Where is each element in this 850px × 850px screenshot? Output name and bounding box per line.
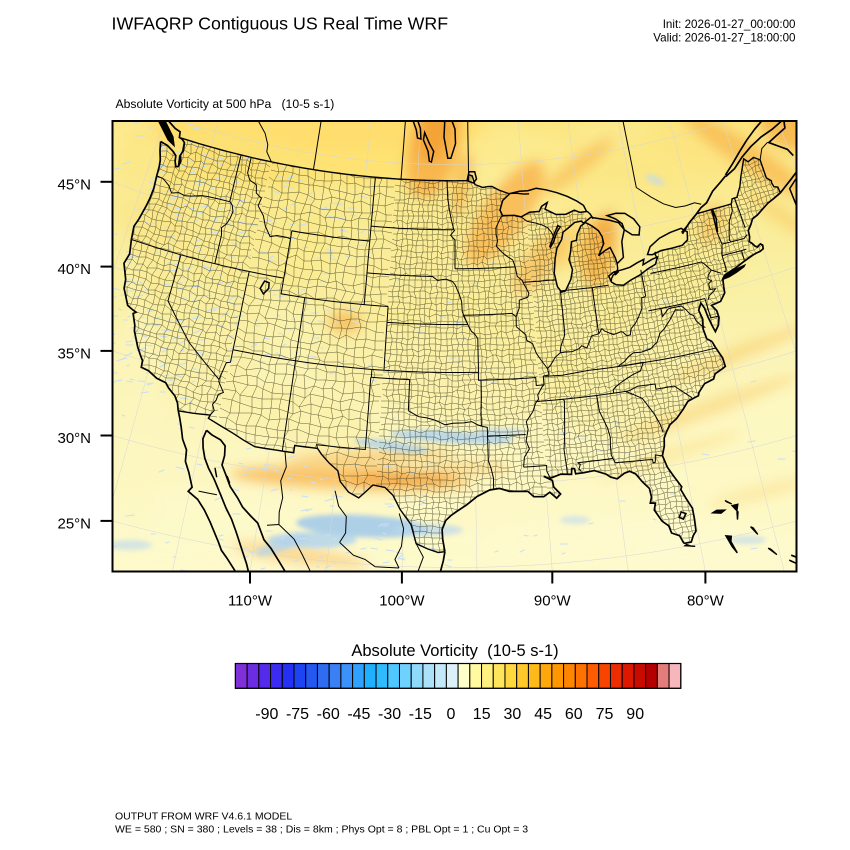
svg-text:-15: -15 — [409, 706, 432, 723]
svg-text:45°N: 45°N — [57, 176, 91, 193]
svg-text:15: 15 — [473, 706, 491, 723]
svg-text:80°W: 80°W — [687, 593, 725, 610]
svg-text:60: 60 — [565, 706, 583, 723]
svg-text:Absolute Vorticity at 500 hPa: Absolute Vorticity at 500 hPa (10-5 s-1) — [116, 97, 335, 111]
svg-text:Init: 2026-01-27_00:00:00: Init: 2026-01-27_00:00:00 — [663, 18, 796, 31]
svg-text:100°W: 100°W — [379, 593, 425, 610]
svg-text:25°N: 25°N — [57, 515, 91, 532]
svg-text:-90: -90 — [255, 706, 278, 723]
svg-text:75: 75 — [596, 706, 614, 723]
svg-text:OUTPUT FROM WRF V4.6.1 MODEL: OUTPUT FROM WRF V4.6.1 MODEL — [115, 811, 292, 823]
svg-text:Absolute Vorticity (10-5 s-1): Absolute Vorticity (10-5 s-1) — [351, 642, 558, 660]
svg-text:0: 0 — [447, 706, 456, 723]
svg-text:30°N: 30°N — [57, 430, 91, 447]
svg-text:110°W: 110°W — [228, 593, 273, 610]
svg-text:30: 30 — [504, 706, 522, 723]
svg-text:-60: -60 — [317, 706, 340, 723]
svg-text:WE = 580 ; SN = 380 ; Levels =: WE = 580 ; SN = 380 ; Levels = 38 ; Dis … — [115, 824, 528, 836]
svg-text:90°W: 90°W — [534, 593, 572, 610]
svg-text:45: 45 — [534, 706, 552, 723]
svg-text:Valid: 2026-01-27_18:00:00: Valid: 2026-01-27_18:00:00 — [653, 31, 795, 44]
svg-text:-30: -30 — [378, 706, 401, 723]
svg-text:-45: -45 — [347, 706, 370, 723]
svg-text:-75: -75 — [286, 706, 309, 723]
svg-text:90: 90 — [626, 706, 644, 723]
svg-text:IWFAQRP Contiguous US Real Tim: IWFAQRP Contiguous US Real Time WRF — [112, 14, 449, 34]
svg-text:35°N: 35°N — [57, 345, 91, 362]
svg-text:40°N: 40°N — [57, 261, 91, 278]
